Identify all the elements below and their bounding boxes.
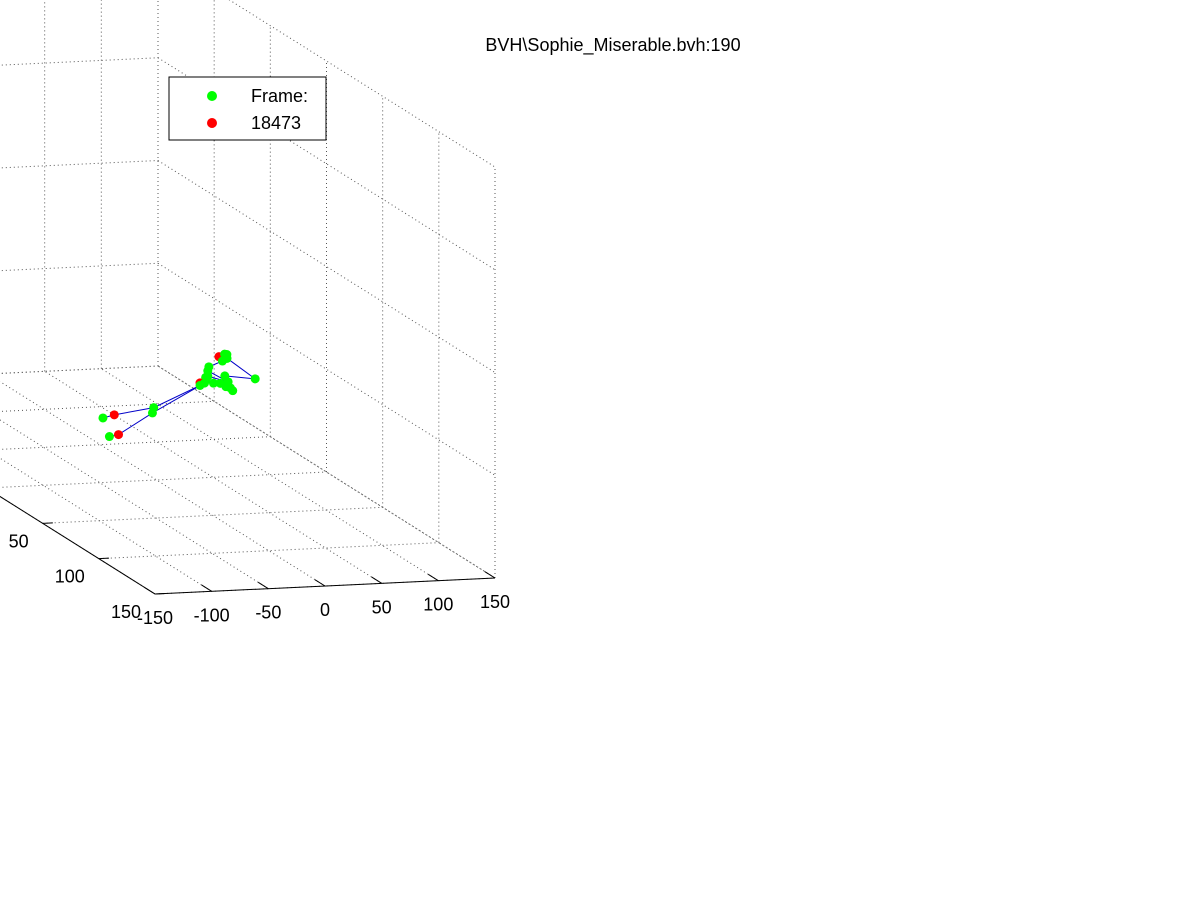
- x-tick-label-1: -100: [194, 605, 230, 625]
- legend: Frame: 18473: [168, 76, 327, 141]
- legend-label-frame-number: 18473: [251, 113, 301, 133]
- joint-point-r_shoulder: [250, 374, 260, 384]
- legend-box: [168, 76, 327, 141]
- x-tick-4: [371, 576, 382, 584]
- x-tick-3: [314, 579, 326, 587]
- x-tick-6: [484, 571, 496, 579]
- x-tick-5: [427, 573, 439, 582]
- joint-point-r_knee: [149, 403, 159, 413]
- x-tick-label-6: 150: [480, 592, 510, 612]
- bone-hips_r-r_knee: [153, 385, 201, 409]
- joint-point-r_arm_a: [220, 371, 230, 381]
- joint-point-l_toe: [104, 432, 114, 442]
- floor-gridline-y-5: [98, 542, 439, 560]
- legend-marker-frame: [207, 91, 217, 101]
- joint-point-r_arm_b: [208, 378, 218, 388]
- joint-point-r_hand_d: [228, 386, 238, 396]
- joint-point-hips_r: [195, 380, 205, 390]
- legend-marker-frame-number: [207, 118, 217, 128]
- joint-point-r_toe: [98, 413, 108, 423]
- joint-point-l_ankle: [114, 430, 124, 440]
- x-tick-label-2: -50: [255, 603, 281, 623]
- chart-title: BVH\Sophie_Miserable.bvh:190: [485, 35, 740, 56]
- y-tick-label-5: 100: [55, 567, 85, 587]
- x-tick-label-0: -150: [137, 608, 173, 628]
- x-tick-label-5: 100: [423, 595, 453, 615]
- joint-point-r_ankle: [109, 410, 119, 420]
- bone-chest4-r_shoulder: [226, 357, 256, 380]
- bone-hips_l-l_knee: [152, 382, 205, 414]
- bone-r_knee-r_ankle: [114, 407, 154, 416]
- axis-layer: -150-100-50050100150-150-100-50050100150…: [0, 495, 510, 628]
- floor-gridline-y-4: [42, 506, 383, 524]
- y-tick-label-4: 50: [9, 531, 29, 551]
- legend-label-frame: Frame:: [251, 86, 308, 106]
- x-tick-label-3: 0: [320, 600, 330, 620]
- x-tick-0: [144, 587, 156, 595]
- x-tick-1: [201, 584, 212, 592]
- bone-l_knee-l_ankle: [118, 412, 153, 436]
- x-tick-label-4: 50: [372, 597, 392, 617]
- bone-r_shoulder-r_arm_a: [224, 375, 256, 380]
- floor-gridline-y-3: [0, 471, 327, 488]
- y-tick-label-6: 150: [111, 602, 141, 622]
- joint-layer: [98, 349, 260, 442]
- joint-point-chest3: [217, 356, 227, 366]
- x-tick-2: [257, 581, 269, 590]
